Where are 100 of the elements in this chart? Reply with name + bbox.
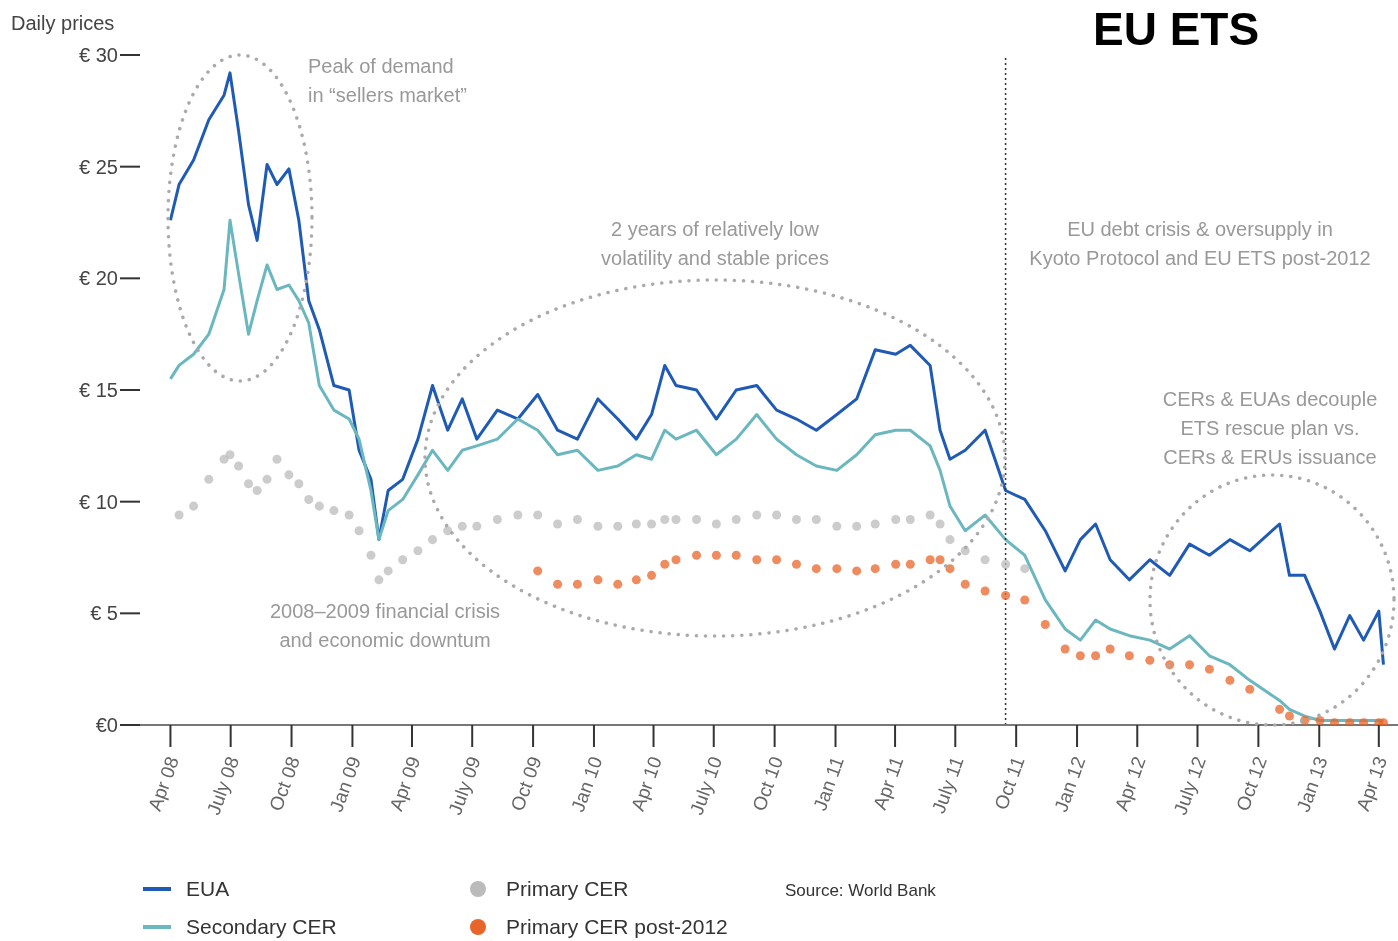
point <box>572 579 582 589</box>
point <box>1275 704 1285 714</box>
x-tick-label: July 10 <box>685 753 727 818</box>
point <box>731 515 741 525</box>
y-tick-label: € 15 <box>79 379 118 402</box>
point <box>1040 619 1050 630</box>
point <box>960 579 970 589</box>
point <box>791 515 801 525</box>
point <box>772 510 782 520</box>
point <box>1001 590 1011 600</box>
point <box>533 566 543 576</box>
point <box>945 564 955 574</box>
annotation: EU debt crisis & oversupply in Kyoto Protocol and EU ETS post-2012 <box>1029 217 1371 271</box>
point <box>492 515 502 525</box>
point <box>891 515 901 525</box>
point <box>314 501 324 511</box>
point <box>1378 718 1388 725</box>
y-tick-label: € 5 <box>90 602 118 625</box>
x-tick-label: July 12 <box>1169 753 1210 818</box>
legend-label: Primary CER post-2012 <box>506 915 728 939</box>
x-tick-label: Apr 08 <box>143 753 183 814</box>
point <box>513 510 523 520</box>
point <box>457 521 467 531</box>
point <box>1124 651 1134 661</box>
point <box>711 519 721 529</box>
point <box>613 521 623 531</box>
y-axis-title: Daily prices <box>11 12 115 35</box>
annotation: CERs & EUAs decouple ETS rescue plan vs. CERs & ERUs issuance <box>1162 387 1378 470</box>
point <box>443 526 453 536</box>
y-tick-label: € 20 <box>79 267 118 290</box>
point <box>272 454 282 464</box>
point <box>980 555 990 565</box>
point <box>413 546 423 556</box>
point <box>870 564 880 574</box>
annotation: 2008–2009 financial crisis and economic downtum <box>269 599 501 653</box>
point <box>1020 595 1030 605</box>
x-tick-label: Oct 10 <box>748 753 788 814</box>
x-tick-label: Apr 13 <box>1352 753 1392 814</box>
point <box>1329 718 1339 725</box>
x-tick-label: Jan 12 <box>1050 753 1090 815</box>
y-tick-label: € 25 <box>79 155 118 178</box>
point <box>852 521 862 531</box>
point <box>1359 718 1369 725</box>
x-tick-label: Apr 09 <box>385 753 425 814</box>
point <box>935 555 945 565</box>
point <box>905 515 915 525</box>
point <box>427 535 438 545</box>
point <box>354 526 364 536</box>
annotation: 2 years of relatively low volatility and stable prices <box>601 217 829 271</box>
x-tick-label: July 08 <box>202 753 244 818</box>
point <box>304 494 314 504</box>
point <box>1020 564 1030 574</box>
point <box>533 510 543 520</box>
point <box>1001 559 1011 569</box>
x-tick-label: Jan 09 <box>325 753 365 815</box>
point <box>1105 644 1115 654</box>
point <box>752 555 762 565</box>
x-tick-label: Oct 11 <box>990 753 1029 813</box>
point <box>1345 718 1355 725</box>
point <box>980 586 990 596</box>
legend-label: EUA <box>186 877 230 901</box>
x-tick-label: Oct 12 <box>1231 753 1271 814</box>
point <box>772 555 782 565</box>
point <box>692 515 702 525</box>
point <box>398 555 408 565</box>
point <box>752 510 762 520</box>
point <box>631 519 641 529</box>
point <box>344 510 354 520</box>
point <box>832 521 842 531</box>
point <box>366 550 376 560</box>
point <box>811 515 821 525</box>
point <box>711 550 721 560</box>
point <box>671 555 681 565</box>
source-note: Source: World Bank <box>785 880 936 902</box>
point <box>1145 655 1155 665</box>
point <box>1225 675 1235 685</box>
point <box>870 519 880 529</box>
point <box>1075 651 1085 661</box>
point <box>189 501 199 511</box>
point <box>660 515 670 525</box>
annotation: Peak of demand in “sellers market” <box>308 54 467 108</box>
y-tick-label: €0 <box>95 714 118 737</box>
point <box>383 566 393 576</box>
point <box>660 559 670 569</box>
point <box>225 450 235 460</box>
point <box>647 519 657 529</box>
chart-title: EU ETS <box>1093 2 1260 56</box>
point <box>472 521 482 531</box>
x-tick-label: Jan 11 <box>809 753 848 814</box>
point <box>1315 716 1325 725</box>
point <box>731 550 741 560</box>
point <box>294 479 304 489</box>
point <box>174 510 184 520</box>
x-tick-label: Apr 12 <box>1110 753 1150 814</box>
point <box>692 550 702 560</box>
x-tick-label: Apr 10 <box>627 753 666 814</box>
point <box>204 474 214 484</box>
point <box>671 515 681 525</box>
point <box>852 566 862 576</box>
point <box>244 479 254 489</box>
